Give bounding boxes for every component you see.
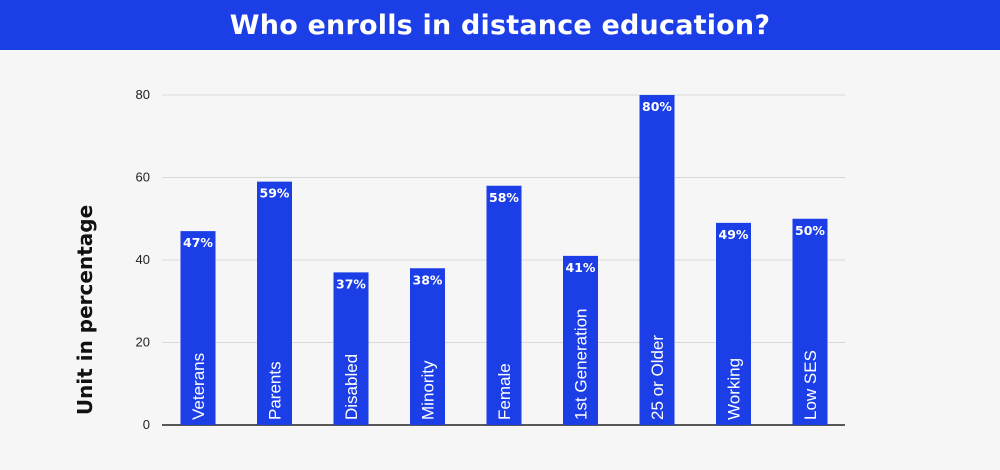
data-label: 59%: [260, 186, 290, 201]
y-tick-label: 60: [136, 170, 150, 185]
bar-female: [486, 185, 522, 425]
bar-1st-generation: [563, 255, 598, 425]
data-label: 80%: [642, 99, 672, 114]
data-label: 41%: [566, 260, 596, 275]
bar-parents: [257, 181, 292, 425]
title-banner: Who enrolls in distance education?: [0, 0, 1000, 50]
bar-working: [716, 222, 751, 425]
y-tick-label: 40: [136, 252, 150, 267]
category-label: Disabled: [342, 354, 361, 420]
y-tick-label: 0: [143, 417, 150, 432]
bar-chart: Unit in percentage 0 20 40 60 80 47% Veterans 5…: [73, 87, 845, 432]
bar-disabled: [333, 272, 369, 425]
data-label: 50%: [795, 223, 825, 238]
category-label: Minority: [419, 360, 438, 420]
bar-low-ses: [792, 218, 828, 425]
data-label: 47%: [183, 235, 213, 250]
category-label: Parents: [266, 361, 285, 420]
y-tick-label: 20: [136, 335, 150, 350]
data-label: 37%: [336, 276, 366, 291]
category-label: Female: [495, 363, 514, 420]
data-label: 38%: [413, 272, 443, 287]
bar-25-or-older: [639, 95, 675, 425]
bar-minority: [410, 268, 445, 425]
data-label: 49%: [719, 227, 749, 242]
category-label: 1st Generation: [572, 308, 591, 420]
category-label: Low SES: [801, 350, 820, 420]
data-label: 58%: [489, 190, 519, 205]
y-axis-label: Unit in percentage: [73, 205, 97, 415]
category-label: Working: [725, 358, 744, 420]
category-label: 25 or Older: [648, 335, 667, 420]
chart-title: Who enrolls in distance education?: [229, 9, 771, 41]
y-tick-label: 80: [136, 87, 150, 102]
bar-veterans: [180, 231, 216, 425]
category-label: Veterans: [189, 353, 208, 420]
